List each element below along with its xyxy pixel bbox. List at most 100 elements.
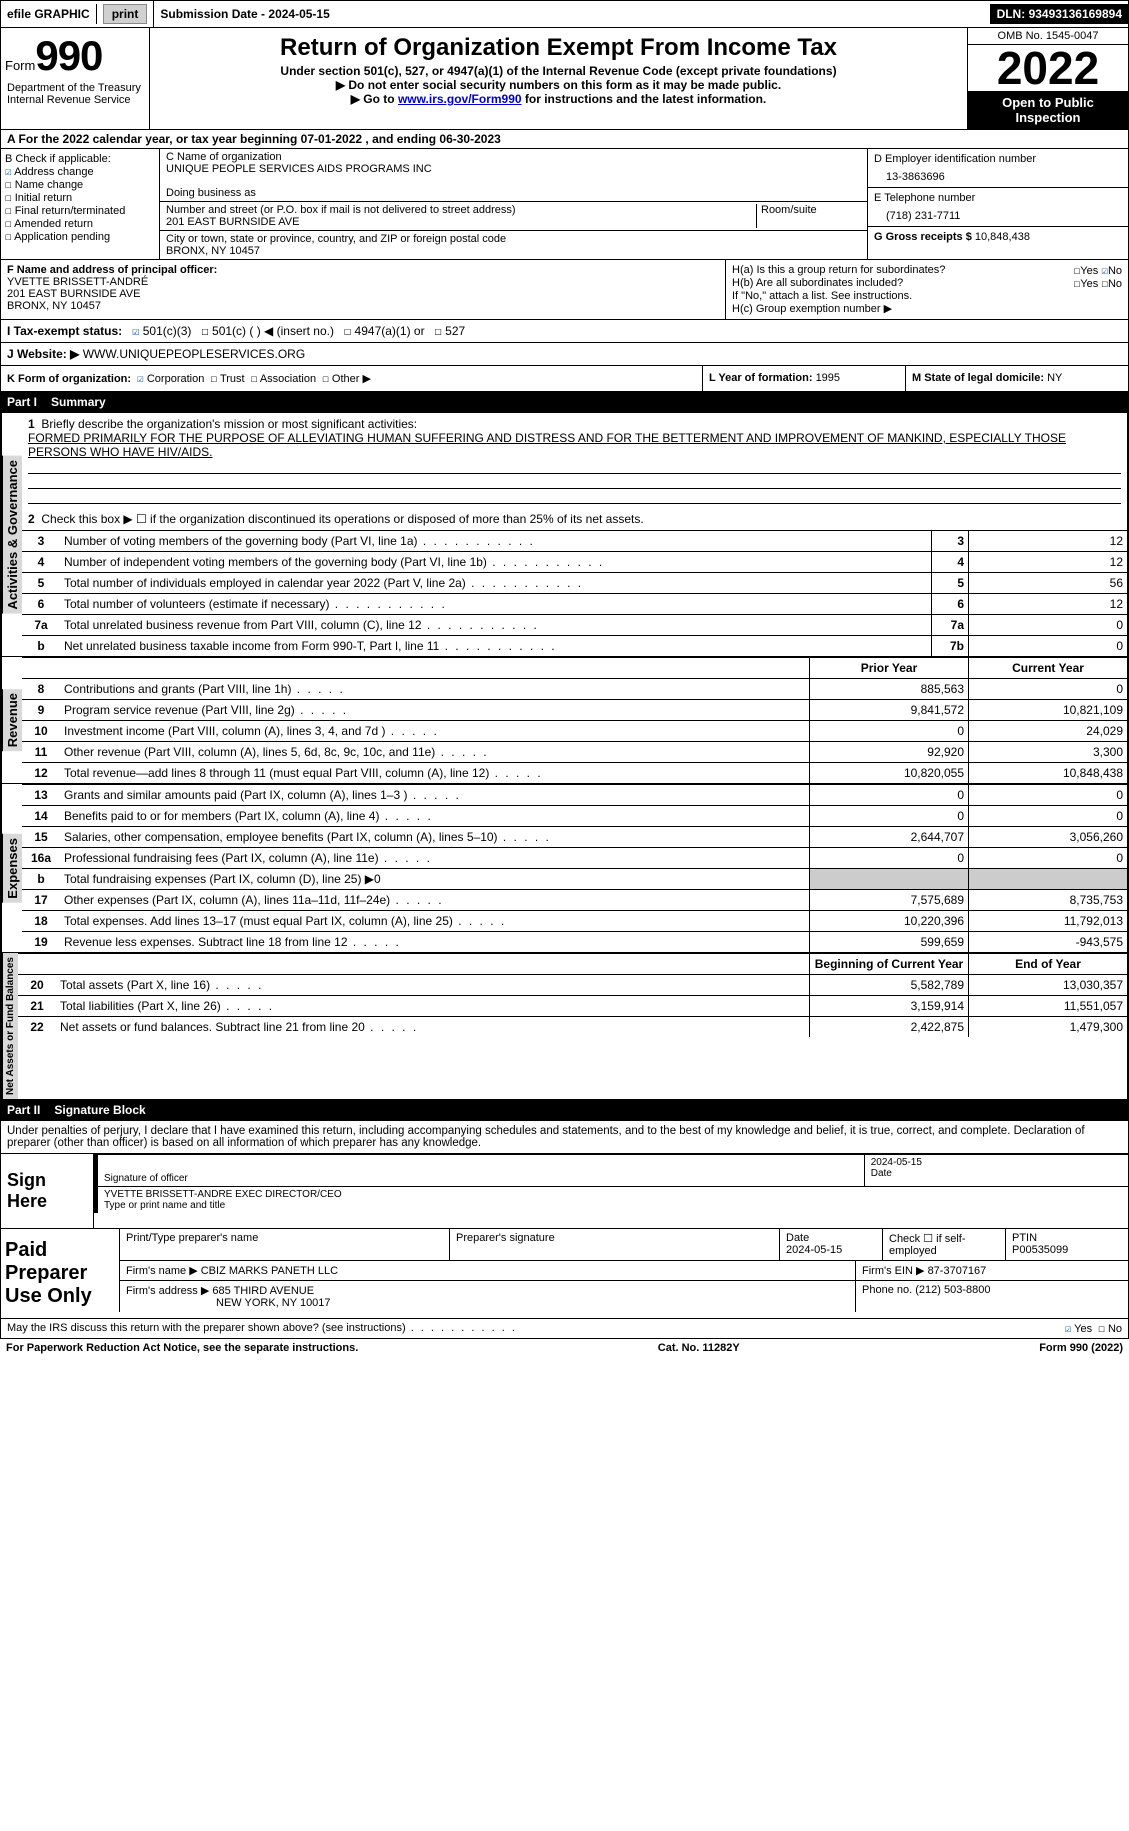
phone-value: (718) 231-7711 <box>874 204 1122 222</box>
prep-sig-label: Preparer's signature <box>456 1232 773 1244</box>
table-activities: 3Number of voting members of the governi… <box>22 530 1127 656</box>
org-name: UNIQUE PEOPLE SERVICES AIDS PROGRAMS INC <box>166 163 861 175</box>
section-bcd: B Check if applicable: ☑ Address change … <box>0 149 1129 260</box>
room-label: Room/suite <box>756 204 861 228</box>
gross-value: 10,848,438 <box>975 231 1030 243</box>
col-b-checkboxes: B Check if applicable: ☑ Address change … <box>1 149 160 259</box>
vert-netassets: Net Assets or Fund Balances <box>2 953 18 1099</box>
table-row: 11Other revenue (Part VIII, column (A), … <box>22 742 1127 763</box>
table-row: 17Other expenses (Part IX, column (A), l… <box>22 890 1127 911</box>
table-row: 8Contributions and grants (Part VIII, li… <box>22 679 1127 700</box>
pra-notice: For Paperwork Reduction Act Notice, see … <box>6 1342 358 1354</box>
chk-address-change[interactable]: ☑ Address change <box>5 165 155 178</box>
table-row: 7aTotal unrelated business revenue from … <box>22 615 1127 636</box>
self-employed-check[interactable]: Check ☐ if self-employed <box>882 1229 1005 1260</box>
hc-label: H(c) Group exemption number ▶ <box>732 302 1122 315</box>
sig-date-value: 2024-05-15 <box>871 1157 1122 1168</box>
group-return: H(a) Is this a group return for subordin… <box>726 260 1128 319</box>
title-col: Return of Organization Exempt From Incom… <box>150 28 967 129</box>
col-c-org: C Name of organization UNIQUE PEOPLE SER… <box>160 149 868 259</box>
chk-initial-return[interactable]: ☐ Initial return <box>5 191 155 204</box>
firm-name: CBIZ MARKS PANETH LLC <box>201 1265 338 1277</box>
paid-preparer-label: Paid Preparer Use Only <box>1 1229 119 1318</box>
discuss-row: May the IRS discuss this return with the… <box>0 1319 1129 1339</box>
cat-no: Cat. No. 11282Y <box>658 1342 740 1354</box>
org-name-label: C Name of organization <box>166 151 861 163</box>
table-row: 18Total expenses. Add lines 13–17 (must … <box>22 911 1127 932</box>
gross-label: G Gross receipts $ <box>874 231 975 243</box>
year-col: OMB No. 1545-0047 2022 Open to Public In… <box>967 28 1128 129</box>
chk-final-return[interactable]: ☐ Final return/terminated <box>5 204 155 217</box>
table-row: 10Investment income (Part VIII, column (… <box>22 721 1127 742</box>
line1-mission: 1 Briefly describe the organization's mi… <box>22 413 1127 508</box>
ha-label: H(a) Is this a group return for subordin… <box>732 264 945 277</box>
table-row: bNet unrelated business taxable income f… <box>22 636 1127 657</box>
page-footer: For Paperwork Reduction Act Notice, see … <box>0 1339 1129 1357</box>
state-domicile: M State of legal domicile: NY <box>906 366 1128 391</box>
table-row: 16aProfessional fundraising fees (Part I… <box>22 848 1127 869</box>
sign-here-block: Sign Here Signature of officer 2024-05-1… <box>0 1154 1129 1229</box>
ein-value: 13-3863696 <box>874 165 1122 183</box>
form-header: Form990 Department of the Treasury Inter… <box>0 28 1129 130</box>
dept-label: Department of the Treasury Internal Reve… <box>5 80 145 108</box>
print-button[interactable]: print <box>103 4 148 24</box>
firm-phone: (212) 503-8800 <box>915 1284 990 1296</box>
part1-header: Part I Summary <box>0 392 1129 413</box>
row-a-period: A For the 2022 calendar year, or tax yea… <box>0 130 1129 149</box>
table-row: bTotal fundraising expenses (Part IX, co… <box>22 869 1127 890</box>
sig-date-label: Date <box>871 1168 1122 1179</box>
phone-label: E Telephone number <box>874 192 1122 204</box>
dln: DLN: 93493136169894 <box>991 4 1128 24</box>
part1-body: Activities & Governance 1 Briefly descri… <box>0 413 1129 1100</box>
tax-year: 2022 <box>968 45 1128 91</box>
table-row: 22Net assets or fund balances. Subtract … <box>18 1017 1127 1038</box>
table-row: 13Grants and similar amounts paid (Part … <box>22 785 1127 806</box>
type-name-label: Type or print name and title <box>104 1200 1122 1211</box>
hb-label: H(b) Are all subordinates included? <box>732 277 903 290</box>
table-expenses: 13Grants and similar amounts paid (Part … <box>22 784 1127 952</box>
prep-date: 2024-05-15 <box>786 1244 842 1256</box>
subtitle-3: ▶ Go to www.irs.gov/Form990 for instruct… <box>158 92 959 106</box>
efile-label: efile GRAPHIC <box>1 4 97 24</box>
table-revenue: Prior YearCurrent Year 8Contributions an… <box>22 657 1127 783</box>
perjury-declaration: Under penalties of perjury, I declare th… <box>0 1121 1129 1154</box>
part2-header: Part II Signature Block <box>0 1100 1129 1121</box>
table-row: 3Number of voting members of the governi… <box>22 531 1127 552</box>
submission-date: Submission Date - 2024-05-15 <box>154 4 990 24</box>
dba-label: Doing business as <box>166 187 861 199</box>
table-row: 9Program service revenue (Part VIII, lin… <box>22 700 1127 721</box>
irs-link[interactable]: www.irs.gov/Form990 <box>398 92 522 106</box>
table-row: 5Total number of individuals employed in… <box>22 573 1127 594</box>
col-d-ein: D Employer identification number 13-3863… <box>868 149 1128 259</box>
col-b-header: B Check if applicable: <box>5 153 155 165</box>
city-value: BRONX, NY 10457 <box>166 245 861 257</box>
chk-name-change[interactable]: ☐ Name change <box>5 178 155 191</box>
table-row: 12Total revenue—add lines 8 through 11 (… <box>22 763 1127 784</box>
mission-text: FORMED PRIMARILY FOR THE PURPOSE OF ALLE… <box>28 431 1066 459</box>
hb-note: If "No," attach a list. See instructions… <box>732 290 1122 302</box>
street-address: 201 EAST BURNSIDE AVE <box>166 216 756 228</box>
vert-activities: Activities & Governance <box>2 456 22 614</box>
row-fh: F Name and address of principal officer:… <box>0 260 1129 320</box>
paid-preparer-block: Paid Preparer Use Only Print/Type prepar… <box>0 1229 1129 1319</box>
subtitle-1: Under section 501(c), 527, or 4947(a)(1)… <box>158 64 959 78</box>
table-row: 4Number of independent voting members of… <box>22 552 1127 573</box>
ptin-value: P00535099 <box>1012 1244 1068 1256</box>
chk-amended[interactable]: ☐ Amended return <box>5 217 155 230</box>
sign-here-label: Sign Here <box>1 1154 94 1228</box>
principal-officer: F Name and address of principal officer:… <box>1 260 726 319</box>
city-label: City or town, state or province, country… <box>166 233 861 245</box>
print-cell[interactable]: print <box>97 1 155 27</box>
line2-checkbox: 2 Check this box ▶ ☐ if the organization… <box>22 508 1127 530</box>
vert-revenue: Revenue <box>2 689 22 751</box>
chk-app-pending[interactable]: ☐ Application pending <box>5 230 155 243</box>
table-row: 14Benefits paid to or for members (Part … <box>22 806 1127 827</box>
firm-ein: 87-3707167 <box>928 1265 987 1277</box>
form-of-org: K Form of organization: ☑ Corporation ☐ … <box>1 366 703 391</box>
table-row: 19Revenue less expenses. Subtract line 1… <box>22 932 1127 953</box>
firm-address: 685 THIRD AVENUE <box>212 1285 314 1297</box>
subtitle-2: ▶ Do not enter social security numbers o… <box>158 78 959 92</box>
table-row: 6Total number of volunteers (estimate if… <box>22 594 1127 615</box>
row-j-website: J Website: ▶ WWW.UNIQUEPEOPLESERVICES.OR… <box>0 343 1129 366</box>
top-bar: efile GRAPHIC print Submission Date - 20… <box>0 0 1129 28</box>
